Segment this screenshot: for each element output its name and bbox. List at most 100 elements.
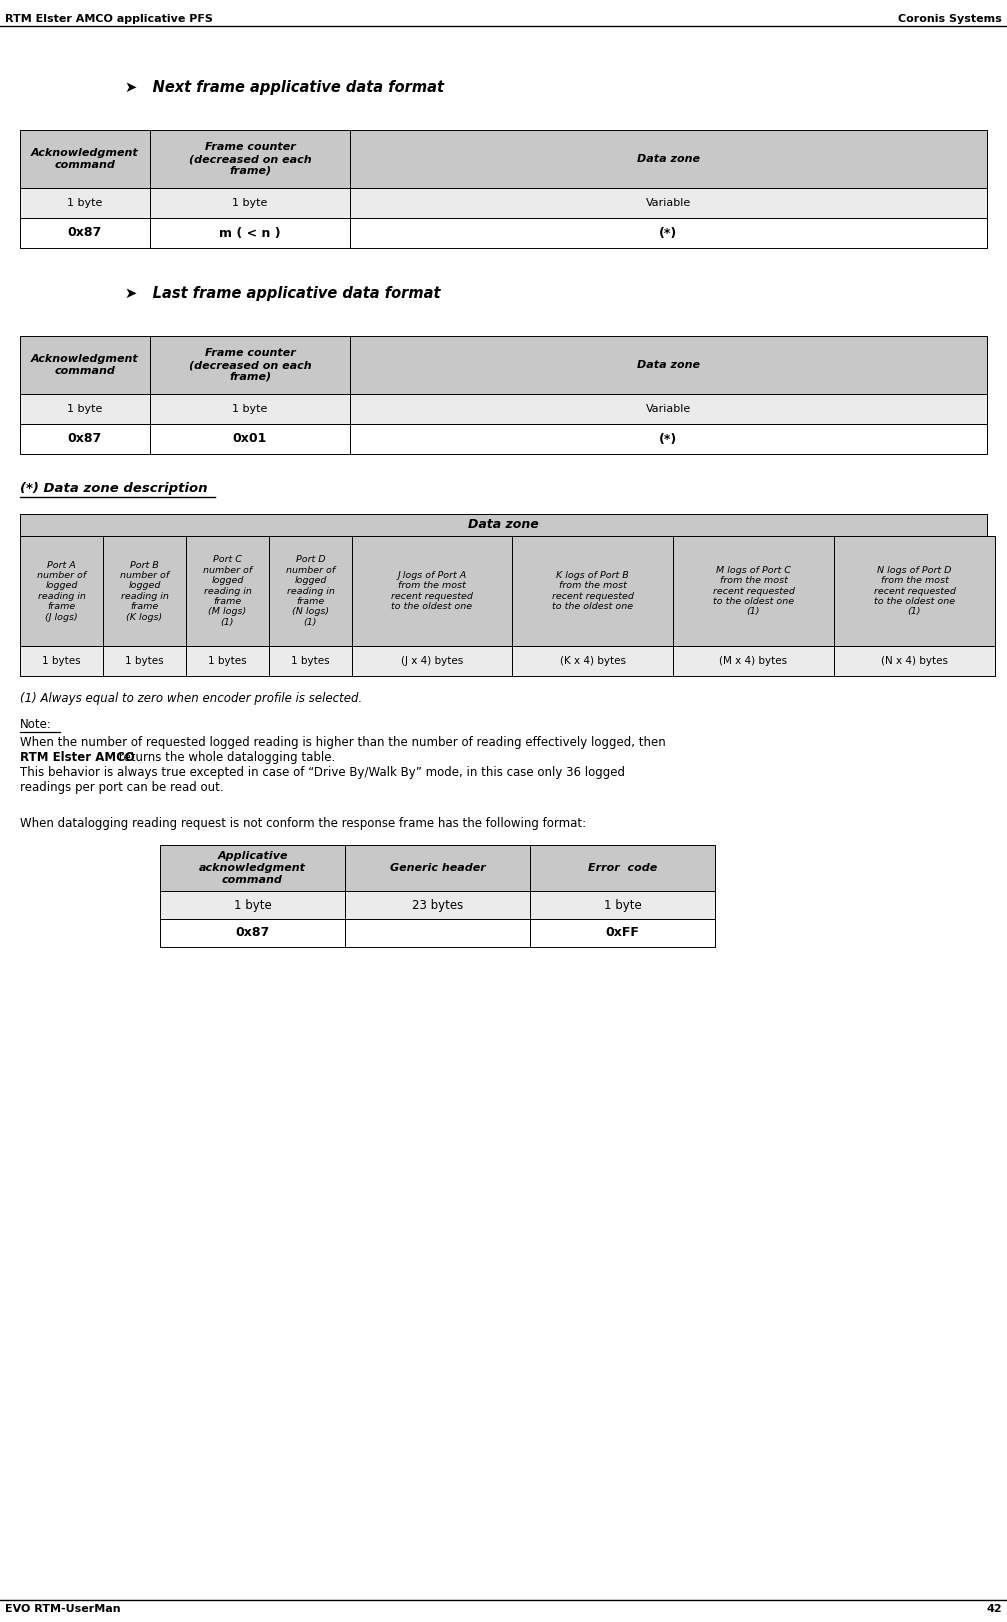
Bar <box>20 646 103 676</box>
Bar <box>160 890 345 920</box>
Text: 0x87: 0x87 <box>236 926 270 939</box>
Bar <box>150 394 350 423</box>
Text: 1 bytes: 1 bytes <box>291 655 330 667</box>
Bar <box>350 188 987 217</box>
Text: When datalogging reading request is not conform the response frame has the follo: When datalogging reading request is not … <box>20 817 586 830</box>
Bar <box>150 336 350 394</box>
Bar <box>350 336 987 394</box>
Text: 0x87: 0x87 <box>67 227 102 240</box>
Bar <box>20 336 150 394</box>
Bar <box>352 646 512 676</box>
Text: Variable: Variable <box>645 198 691 208</box>
Text: 1 bytes: 1 bytes <box>42 655 81 667</box>
Text: 0xFF: 0xFF <box>605 926 639 939</box>
Bar <box>160 920 345 947</box>
Text: (M x 4) bytes: (M x 4) bytes <box>719 655 787 667</box>
Text: When the number of requested logged reading is higher than the number of reading: When the number of requested logged read… <box>20 736 666 749</box>
Text: 1 byte: 1 byte <box>233 404 268 414</box>
Bar <box>350 130 987 188</box>
Text: 0x01: 0x01 <box>233 433 267 446</box>
Bar <box>345 845 530 890</box>
Bar <box>150 217 350 248</box>
Bar <box>103 535 186 646</box>
Bar <box>20 423 150 454</box>
Text: 1 byte: 1 byte <box>67 404 103 414</box>
Bar <box>350 394 987 423</box>
Text: 1 byte: 1 byte <box>603 899 641 912</box>
Text: Variable: Variable <box>645 404 691 414</box>
Bar <box>20 217 150 248</box>
Text: Port A
number of
logged
reading in
frame
(J logs): Port A number of logged reading in frame… <box>37 561 87 621</box>
Bar <box>530 845 715 890</box>
Bar <box>352 535 512 646</box>
Text: Coronis Systems: Coronis Systems <box>898 15 1002 24</box>
Text: Frame counter
(decreased on each
frame): Frame counter (decreased on each frame) <box>188 349 311 381</box>
Bar <box>150 130 350 188</box>
Text: RTM Elster AMCO applicative PFS: RTM Elster AMCO applicative PFS <box>5 15 212 24</box>
Bar <box>20 535 103 646</box>
Bar <box>345 920 530 947</box>
Text: (J x 4) bytes: (J x 4) bytes <box>401 655 463 667</box>
Bar <box>350 217 987 248</box>
Bar <box>512 535 673 646</box>
Text: 23 bytes: 23 bytes <box>412 899 463 912</box>
Bar <box>673 535 834 646</box>
Text: 0x87: 0x87 <box>67 433 102 446</box>
Text: This behavior is always true excepted in case of “Drive By/Walk By” mode, in thi: This behavior is always true excepted in… <box>20 766 625 779</box>
Bar <box>530 890 715 920</box>
Bar <box>350 423 987 454</box>
Text: M logs of Port C
from the most
recent requested
to the oldest one
(1): M logs of Port C from the most recent re… <box>713 566 795 616</box>
Text: 1 bytes: 1 bytes <box>125 655 164 667</box>
Text: Acknowledgment
command: Acknowledgment command <box>31 148 139 170</box>
Text: Port C
number of
logged
reading in
frame
(M logs)
(1): Port C number of logged reading in frame… <box>202 555 252 626</box>
Text: (1) Always equal to zero when encoder profile is selected.: (1) Always equal to zero when encoder pr… <box>20 693 363 706</box>
Bar <box>20 514 987 535</box>
Text: m ( < n ): m ( < n ) <box>220 227 281 240</box>
Text: Note:: Note: <box>20 719 52 732</box>
Text: 1 byte: 1 byte <box>67 198 103 208</box>
Text: Frame counter
(decreased on each
frame): Frame counter (decreased on each frame) <box>188 143 311 175</box>
Text: EVO RTM-UserMan: EVO RTM-UserMan <box>5 1604 121 1614</box>
Text: Acknowledgment
command: Acknowledgment command <box>31 354 139 376</box>
Text: returns the whole datalogging table.: returns the whole datalogging table. <box>115 751 335 764</box>
Text: readings per port can be read out.: readings per port can be read out. <box>20 782 224 795</box>
Bar <box>834 535 995 646</box>
Bar <box>269 646 352 676</box>
Text: Data zone: Data zone <box>637 154 700 164</box>
Bar <box>20 188 150 217</box>
Text: (K x 4) bytes: (K x 4) bytes <box>560 655 625 667</box>
Bar <box>20 130 150 188</box>
Text: Applicative
acknowledgment
command: Applicative acknowledgment command <box>199 852 306 884</box>
Text: Port B
number of
logged
reading in
frame
(K logs): Port B number of logged reading in frame… <box>120 561 169 621</box>
Text: ➤   Next frame applicative data format: ➤ Next frame applicative data format <box>125 79 444 96</box>
Text: N logs of Port D
from the most
recent requested
to the oldest one
(1): N logs of Port D from the most recent re… <box>873 566 956 616</box>
Text: Generic header: Generic header <box>390 863 485 873</box>
Text: Port D
number of
logged
reading in
frame
(N logs)
(1): Port D number of logged reading in frame… <box>286 555 335 626</box>
Bar <box>186 535 269 646</box>
Bar <box>186 646 269 676</box>
Text: ➤   Last frame applicative data format: ➤ Last frame applicative data format <box>125 285 440 302</box>
Text: RTM Elster AMCO: RTM Elster AMCO <box>20 751 135 764</box>
Text: Data zone: Data zone <box>637 360 700 370</box>
Bar <box>834 646 995 676</box>
Bar <box>673 646 834 676</box>
Bar <box>530 920 715 947</box>
Text: K logs of Port B
from the most
recent requested
to the oldest one: K logs of Port B from the most recent re… <box>552 571 633 611</box>
Bar <box>512 646 673 676</box>
Text: (*): (*) <box>660 227 678 240</box>
Text: (*): (*) <box>660 433 678 446</box>
Text: 1 byte: 1 byte <box>234 899 271 912</box>
Text: Error  code: Error code <box>588 863 658 873</box>
Text: (*) Data zone description: (*) Data zone description <box>20 482 207 495</box>
Bar <box>345 890 530 920</box>
Text: J logs of Port A
from the most
recent requested
to the oldest one: J logs of Port A from the most recent re… <box>391 571 473 611</box>
Text: 1 bytes: 1 bytes <box>208 655 247 667</box>
Bar <box>160 845 345 890</box>
Text: (N x 4) bytes: (N x 4) bytes <box>881 655 948 667</box>
Bar <box>103 646 186 676</box>
Bar <box>150 423 350 454</box>
Bar <box>150 188 350 217</box>
Text: Data zone: Data zone <box>468 519 539 532</box>
Text: 1 byte: 1 byte <box>233 198 268 208</box>
Bar <box>20 394 150 423</box>
